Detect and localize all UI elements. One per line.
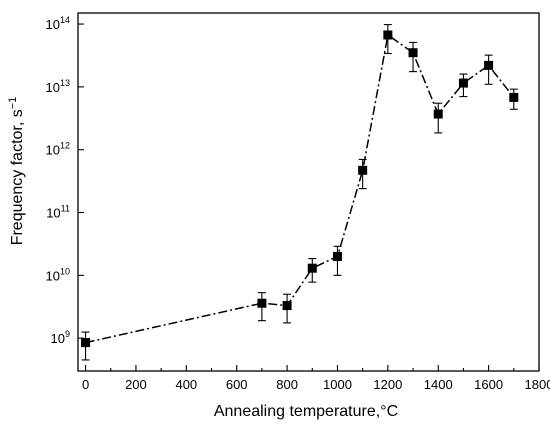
data-point — [358, 165, 368, 175]
y-tick-label: 1014 — [46, 15, 70, 32]
data-point — [332, 251, 342, 261]
y-tick-exponent: 13 — [60, 78, 70, 88]
y-tick-label: 1012 — [46, 141, 70, 158]
y-tick-exponent: 10 — [60, 266, 70, 276]
y-tick-label: 1011 — [46, 204, 70, 221]
data-series — [81, 24, 519, 361]
x-tick-label: 0 — [82, 377, 89, 392]
y-tick-mantissa: 10 — [46, 206, 60, 221]
y-tick-mantissa: 10 — [46, 80, 60, 95]
data-point — [408, 48, 418, 58]
y-tick-exponent: 14 — [60, 15, 70, 25]
y-tick-mantissa: 10 — [46, 143, 60, 158]
y-tick-label: 1013 — [46, 78, 70, 95]
plot-frame — [77, 12, 540, 372]
y-tick-exponent: 9 — [65, 329, 70, 339]
y-axis-label-text: Frequency factor, s — [9, 109, 26, 245]
data-point — [458, 78, 468, 88]
x-tick-label: 200 — [125, 377, 147, 392]
y-tick-label: 109 — [51, 329, 70, 346]
x-tick-label: 1800 — [525, 377, 550, 392]
series-line — [85, 33, 515, 344]
axes: 0 200 400 600 800 1000 1200 1400 1600 18001091010… — [46, 12, 550, 392]
y-tick-mantissa: 10 — [46, 17, 60, 32]
data-point — [81, 338, 91, 348]
x-tick-label: 800 — [276, 377, 298, 392]
data-point — [282, 301, 292, 311]
y-tick-exponent: 12 — [60, 141, 70, 151]
y-tick-label: 1010 — [46, 266, 70, 283]
x-tick-label: 600 — [226, 377, 248, 392]
y-tick-mantissa: 10 — [46, 268, 60, 283]
y-tick-exponent: 11 — [61, 204, 70, 214]
data-point — [509, 92, 519, 102]
data-point — [307, 263, 317, 273]
y-axis-label: Frequency factor, s−1 — [7, 97, 26, 246]
x-tick-label: 1400 — [424, 377, 453, 392]
data-point — [257, 298, 267, 308]
x-tick-label: 1600 — [474, 377, 503, 392]
x-tick-label: 1200 — [373, 377, 402, 392]
x-tick-label: 1000 — [323, 377, 352, 392]
y-tick-mantissa: 10 — [51, 331, 65, 346]
y-axis-label-exponent: −1 — [7, 97, 19, 110]
data-point — [433, 109, 443, 119]
data-point — [484, 60, 494, 70]
data-point — [383, 30, 393, 40]
x-tick-label: 400 — [175, 377, 197, 392]
x-axis-label: Annealing temperature,°C — [214, 403, 398, 420]
